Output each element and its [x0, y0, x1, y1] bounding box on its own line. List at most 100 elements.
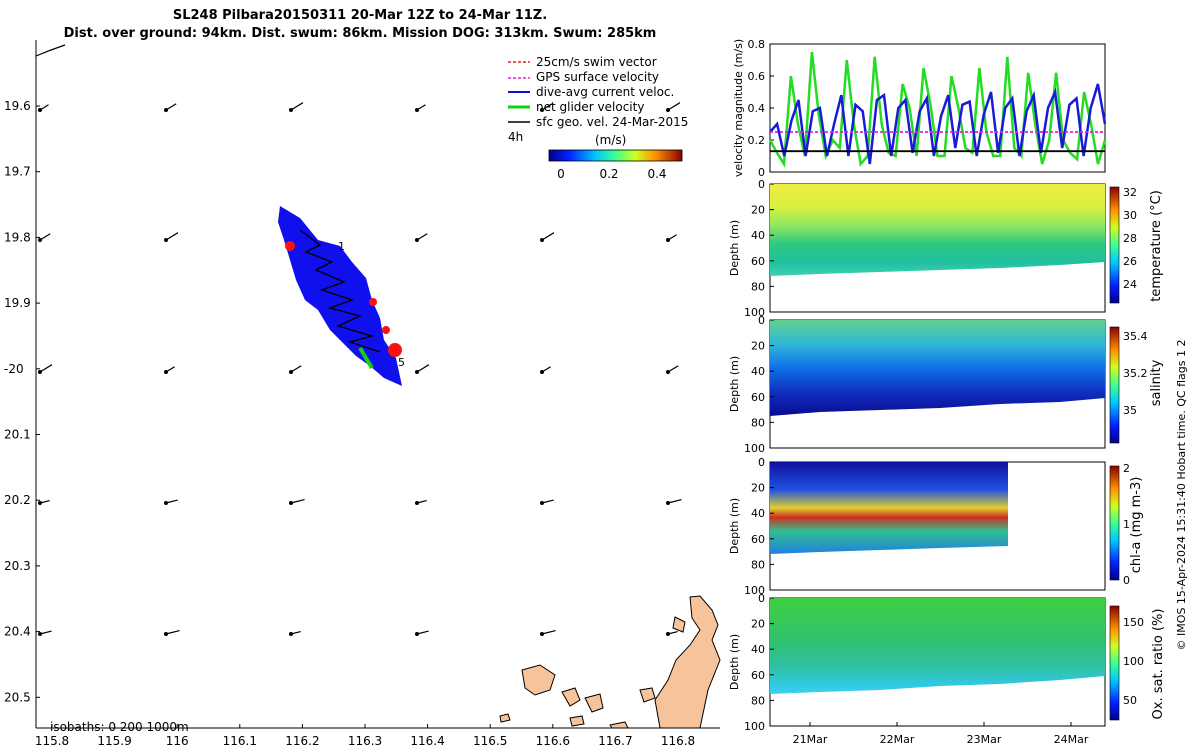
- depth-tick-label: 80: [751, 416, 765, 429]
- geo-vector-shaft: [290, 365, 302, 373]
- legend-swim-vector: 25cm/s swim vector: [536, 55, 657, 69]
- chla-colorbar: [1109, 465, 1120, 581]
- salinity-colorbar: [1109, 326, 1120, 444]
- glider-path: [299, 229, 381, 353]
- glider-track: 1 5: [278, 206, 405, 386]
- geo-vector-head: [38, 501, 42, 505]
- geo-vector-shaft: [39, 630, 52, 635]
- chla-panel: 2 1 0 chl-a (mg m-3): [769, 461, 1144, 591]
- track-mark-start: 1: [338, 240, 345, 253]
- depth-tick-label: 100: [744, 584, 765, 597]
- velocity-series: [768, 51, 1107, 168]
- velocity-ytick-label: 0.4: [748, 102, 766, 115]
- salinity-panel: 35.4 35.2 35 salinity: [769, 319, 1164, 449]
- temperature-colorbar-ticks: 32 30 28 26 24: [1123, 186, 1137, 291]
- salinity-colorbar-ticks: 35.4 35.2 35: [1123, 330, 1148, 417]
- depth-tick-label: 100: [744, 306, 765, 319]
- colorbar-tick-label: 35: [1123, 404, 1137, 417]
- depth-axis-label: Depth (m): [728, 498, 741, 554]
- depth-tick-label: 20: [751, 204, 765, 217]
- chla-colorbar-ticks: 2 1 0: [1123, 462, 1130, 587]
- geo-vector-head: [289, 108, 293, 112]
- velocity-ytick-label: 0.8: [748, 38, 766, 51]
- oxygen-section: [770, 598, 1105, 694]
- depth-tick-label: 60: [751, 533, 765, 546]
- footer-credit: © IMOS 15-Apr-2024 15:31:40 Hobart time.…: [1175, 340, 1188, 651]
- geo-vector-head: [164, 501, 168, 505]
- depth-tick-label: 60: [751, 669, 765, 682]
- colorbar-tick-label: 1: [1123, 518, 1130, 531]
- geo-vector-shaft: [541, 629, 556, 635]
- legend-dive-avg: dive-avg current veloc.: [536, 85, 674, 99]
- geo-vector-head: [540, 370, 544, 374]
- lon-tick-label: 116.7: [598, 734, 632, 748]
- geo-vector-shaft: [165, 629, 180, 635]
- time-ticks: 21Mar 22Mar 23Mar 24Mar: [793, 722, 1089, 746]
- oxygen-colorbar: [1109, 605, 1120, 721]
- depth-tick-label: 80: [751, 280, 765, 293]
- geo-vector-head: [415, 108, 419, 112]
- geo-vector-head: [415, 632, 419, 636]
- colorbar-title: (m/s): [595, 133, 626, 147]
- lat-tick-label: 20.2: [4, 493, 31, 507]
- depth-tick-label: 40: [751, 643, 765, 656]
- velocity-yticks: 0 0.2 0.4 0.6 0.8: [748, 38, 774, 179]
- lat-tick-label: 20.3: [4, 559, 31, 573]
- salinity-label: salinity: [1149, 359, 1164, 406]
- lat-tick-label: 20.5: [4, 690, 31, 704]
- longitude-ticks: 115.8 115.9 116 116.1 116.2 116.3 116.4 116.5 11…: [35, 724, 695, 748]
- geo-vector-shaft: [541, 103, 553, 111]
- lat-tick-label: 19.8: [4, 230, 31, 244]
- depth-tick-label: 40: [751, 229, 765, 242]
- geo-vector-head: [540, 501, 544, 505]
- geo-vector-shaft: [416, 233, 428, 241]
- depth-tick-label: 0: [758, 592, 765, 605]
- time-tick-label: 24Mar: [1054, 733, 1089, 746]
- time-tick-label: 21Mar: [793, 733, 828, 746]
- colorbar-tick: 0.2: [599, 167, 618, 181]
- colorbar-tick-label: 2: [1123, 462, 1130, 475]
- lat-tick-label: -20: [4, 362, 24, 376]
- velocity-ytick-label: 0.2: [748, 134, 766, 147]
- lon-tick-label: 116.8: [661, 734, 695, 748]
- velocity-series-line: [769, 83, 1107, 165]
- depth-tick-label: 80: [751, 694, 765, 707]
- geo-vector-head: [666, 632, 670, 636]
- geo-vector-shaft: [541, 232, 555, 241]
- lon-tick-label: 116.4: [410, 734, 444, 748]
- map-panel: 19.619.719.819.9-2020.120.220.320.420.5 …: [4, 40, 721, 748]
- velocity-ytick-label: 0: [758, 166, 765, 179]
- track-mark-end: 5: [398, 356, 405, 369]
- geo-vector-head: [289, 370, 293, 374]
- geo-vector-head: [415, 238, 419, 242]
- chla-section: [770, 462, 1008, 554]
- lon-tick-label: 116.5: [473, 734, 507, 748]
- coastline-top-left: [35, 44, 66, 57]
- net-glider-velocity-mark: [358, 346, 374, 370]
- lon-tick-label: 116.3: [348, 734, 382, 748]
- temperature-panel: 32 30 28 26 24 temperature (°C): [769, 183, 1164, 313]
- land: [499, 595, 721, 729]
- depth-tick-label: 20: [751, 618, 765, 631]
- geo-vector-head: [666, 108, 670, 112]
- geo-vector-shaft: [39, 233, 51, 241]
- geo-vector-shaft: [290, 102, 304, 111]
- lon-tick-label: 116: [166, 734, 189, 748]
- oxygen-panel: 150 100 50 Ox. sat. ratio (%): [769, 597, 1166, 727]
- colorbar-tick-label: 32: [1123, 186, 1137, 199]
- depth-tick-label: 40: [751, 507, 765, 520]
- depth-tick-label: 20: [751, 482, 765, 495]
- oxygen-colorbar-ticks: 150 100 50: [1123, 616, 1144, 707]
- chart-title: SL248 Pilbara20150311 20-Mar 12Z to 24-M…: [172, 8, 548, 23]
- chart-subtitle: Dist. over ground: 94km. Dist. swum: 86k…: [63, 26, 657, 41]
- geo-vector-head: [38, 632, 42, 636]
- colorbar-tick-label: 26: [1123, 255, 1137, 268]
- legend-gps-velocity: GPS surface velocity: [536, 70, 659, 84]
- legend-sfc-geo: sfc geo. vel. 24-Mar-2015: [536, 115, 688, 129]
- map-colorbar: [548, 149, 683, 162]
- swim-vector-blob: [382, 326, 390, 334]
- depth-tick-label: 0: [758, 314, 765, 327]
- depth-tick-label: 0: [758, 178, 765, 191]
- colorbar-tick-label: 28: [1123, 232, 1137, 245]
- lon-tick-label: 116.1: [223, 734, 257, 748]
